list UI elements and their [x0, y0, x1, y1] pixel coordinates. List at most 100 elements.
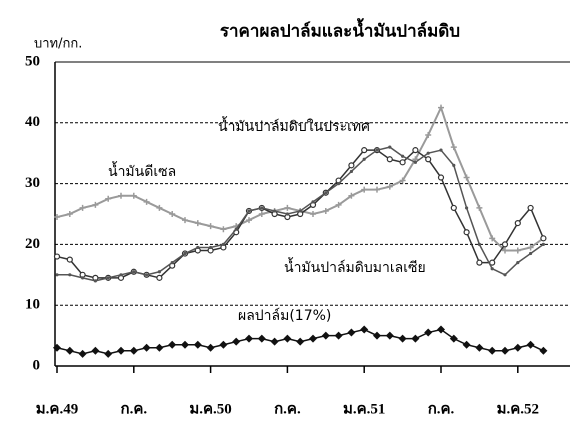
marker: [284, 204, 291, 211]
x-tick-label: ม.ค.51: [343, 401, 385, 417]
marker: [245, 334, 253, 343]
marker: [310, 211, 316, 217]
marker: [181, 340, 189, 349]
marker: [360, 325, 369, 334]
marker: [311, 200, 315, 204]
marker: [413, 160, 417, 164]
marker: [55, 273, 59, 277]
marker: [129, 346, 138, 355]
series-label: น้ำมันปาล์มดิบในประเทศ: [218, 116, 370, 135]
marker: [426, 151, 430, 155]
marker: [373, 331, 381, 340]
marker: [347, 328, 356, 337]
marker: [374, 186, 380, 193]
x-tick-label: ม.ค.50: [189, 401, 231, 417]
marker: [516, 261, 520, 265]
marker: [425, 131, 432, 138]
marker: [65, 346, 74, 355]
marker: [541, 242, 546, 246]
marker: [539, 346, 548, 355]
marker: [206, 343, 215, 352]
marker: [324, 191, 328, 195]
marker: [143, 198, 150, 205]
marker: [321, 331, 330, 340]
marker: [66, 256, 73, 263]
y-tick-label: 0: [33, 357, 41, 373]
marker: [398, 334, 407, 343]
marker: [411, 334, 420, 343]
marker: [130, 192, 137, 199]
marker: [54, 214, 60, 221]
marker: [361, 186, 368, 193]
marker: [247, 209, 251, 213]
marker: [209, 245, 213, 250]
marker: [169, 211, 176, 217]
y-tick-label: 50: [25, 53, 40, 69]
marker: [273, 209, 277, 213]
marker: [438, 104, 444, 111]
marker: [258, 211, 265, 217]
marker: [526, 340, 535, 349]
marker: [270, 337, 279, 346]
marker: [168, 340, 177, 349]
marker: [298, 209, 302, 213]
marker: [93, 279, 97, 283]
marker: [285, 212, 289, 216]
marker: [283, 334, 292, 343]
marker: [183, 251, 187, 256]
marker: [196, 245, 200, 250]
marker: [349, 169, 353, 174]
marker: [322, 207, 329, 214]
marker: [375, 148, 379, 152]
marker: [106, 276, 110, 280]
marker: [335, 201, 342, 208]
marker: [119, 273, 123, 277]
marker: [514, 220, 521, 227]
marker: [104, 349, 113, 358]
x-tick-label: ก.ค.: [120, 401, 147, 417]
marker: [412, 147, 419, 154]
marker: [219, 340, 228, 349]
marker: [117, 346, 125, 355]
marker: [488, 346, 497, 355]
marker: [502, 247, 508, 254]
marker: [66, 211, 73, 217]
marker: [489, 235, 496, 242]
x-tick-label: ม.ค.49: [36, 401, 78, 417]
marker: [156, 274, 163, 281]
marker: [207, 223, 214, 230]
marker: [501, 241, 509, 248]
marker: [170, 261, 174, 265]
marker: [68, 273, 72, 277]
marker: [439, 148, 443, 152]
marker: [155, 343, 164, 352]
series-label: น้ำมันปาล์มดิบมาเลเซีย: [284, 257, 426, 276]
chart-title: ราคาผลปาล์มและน้ำมันปาล์มดิบ: [220, 18, 460, 42]
marker: [540, 235, 547, 242]
marker: [476, 204, 483, 211]
marker: [260, 206, 264, 210]
marker: [296, 337, 305, 346]
marker: [503, 273, 507, 277]
marker: [194, 220, 201, 227]
marker: [437, 174, 445, 181]
marker: [334, 331, 343, 340]
marker: [450, 144, 457, 151]
x-tick-label: ก.ค.: [274, 401, 301, 417]
marker: [105, 195, 112, 202]
marker: [463, 174, 470, 181]
marker: [118, 192, 124, 199]
marker: [450, 204, 457, 212]
marker: [220, 226, 227, 233]
marker: [452, 163, 456, 167]
marker: [465, 206, 469, 210]
y-tick-label: 20: [25, 236, 40, 252]
y-tick-label: 40: [25, 114, 40, 130]
marker: [462, 340, 471, 349]
marker: [348, 192, 355, 199]
marker: [81, 276, 85, 280]
marker: [385, 331, 394, 340]
marker: [53, 343, 61, 352]
marker: [527, 244, 534, 251]
